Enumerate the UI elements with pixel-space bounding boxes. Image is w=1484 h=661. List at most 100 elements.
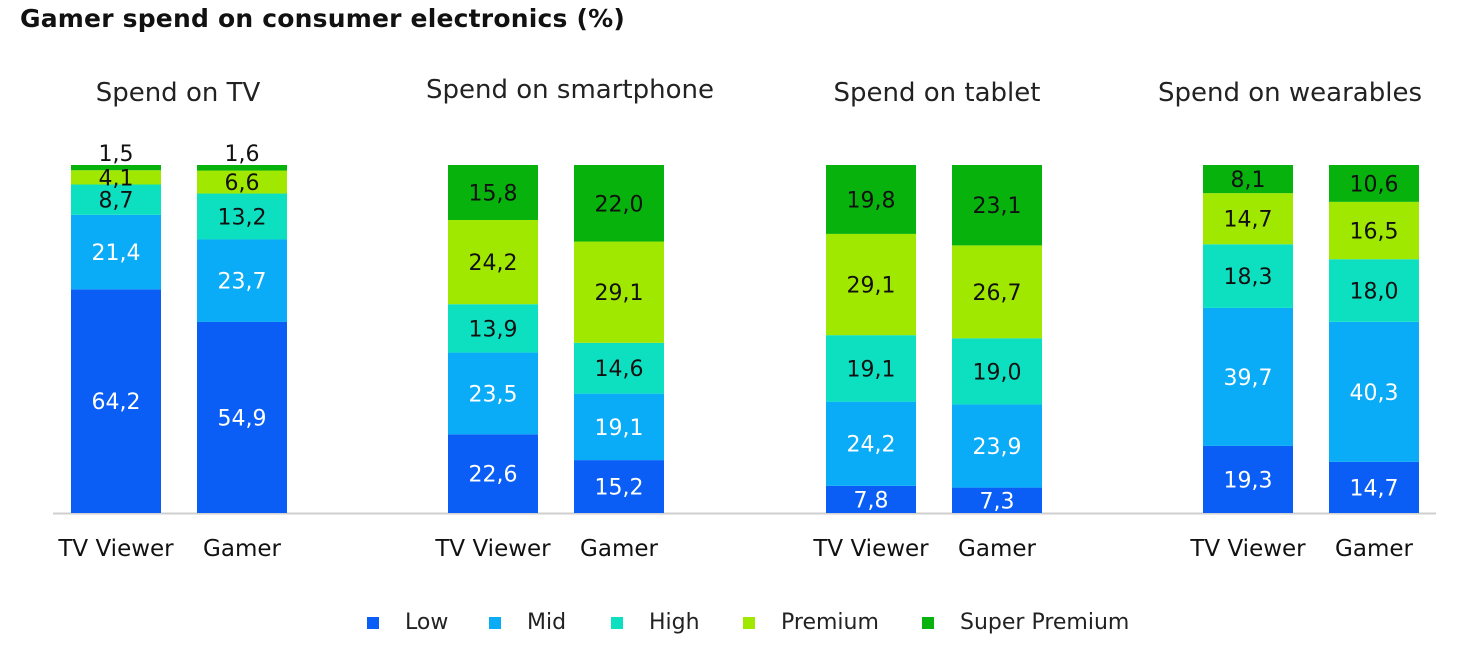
bar-segment-tv-gamer-high <box>197 193 287 240</box>
legend-label-low: Low <box>405 610 449 635</box>
data-label-tablet-tv-viewer-premium: 29,1 <box>847 274 896 299</box>
bar-segment-tv-gamer-mid <box>197 239 287 322</box>
bar-segment-tablet-tv-viewer-high <box>826 335 916 402</box>
bar-segment-smartphone-tv-viewer-mid <box>448 352 538 435</box>
data-label-tv-gamer-high: 13,2 <box>218 206 267 231</box>
bar-segment-wearables-tv-viewer-low <box>1203 445 1293 513</box>
bar-segment-wearables-gamer-low <box>1329 461 1419 513</box>
legend-swatch-low <box>367 616 379 629</box>
bar-segment-wearables-tv-viewer-premium <box>1203 193 1293 245</box>
bar-segment-tablet-tv-viewer-premium <box>826 233 916 336</box>
category-label-tablet-gamer: Gamer <box>958 536 1036 562</box>
bar-segment-wearables-gamer-super-premium <box>1329 165 1419 202</box>
category-label-wearables-gamer: Gamer <box>1335 536 1413 562</box>
legend-swatch-high <box>611 616 623 629</box>
data-label-wearables-tv-viewer-high: 18,3 <box>1224 265 1273 290</box>
bar-segment-tv-gamer-super-premium <box>197 165 287 171</box>
data-label-wearables-tv-viewer-premium: 14,7 <box>1224 208 1273 233</box>
data-label-smartphone-gamer-high: 14,6 <box>595 357 644 382</box>
data-label-tv-gamer-low: 54,9 <box>218 406 267 431</box>
category-label-wearables-tv-viewer: TV Viewer <box>1189 536 1306 562</box>
data-label-tv-tv-viewer-premium: 4,1 <box>99 166 134 191</box>
data-label-smartphone-tv-viewer-low: 22,6 <box>469 463 518 488</box>
bar-segment-tablet-gamer-low <box>952 487 1042 513</box>
panel-title-tablet: Spend on tablet <box>834 78 1041 108</box>
data-label-tablet-tv-viewer-high: 19,1 <box>847 357 896 382</box>
data-label-wearables-tv-viewer-low: 19,3 <box>1224 468 1273 493</box>
data-label-wearables-tv-viewer-mid: 39,7 <box>1224 366 1273 391</box>
data-label-smartphone-gamer-low: 15,2 <box>595 476 644 501</box>
data-label-wearables-tv-viewer-super-premium: 8,1 <box>1231 168 1266 193</box>
data-label-tablet-gamer-low: 7,3 <box>980 489 1015 514</box>
bar-segment-smartphone-gamer-super-premium <box>574 165 664 242</box>
bar-segment-tablet-gamer-mid <box>952 404 1042 488</box>
data-label-tablet-tv-viewer-low: 7,8 <box>854 488 889 513</box>
data-label-smartphone-tv-viewer-mid: 23,5 <box>469 382 518 407</box>
bar-segment-wearables-tv-viewer-mid <box>1203 307 1293 446</box>
bar-segment-smartphone-gamer-low <box>574 460 664 513</box>
data-label-tablet-gamer-mid: 23,9 <box>973 435 1022 460</box>
data-label-wearables-gamer-high: 18,0 <box>1350 280 1399 305</box>
bar-segment-tablet-tv-viewer-low <box>826 485 916 513</box>
bar-segment-smartphone-tv-viewer-high <box>448 304 538 353</box>
category-label-tv-tv-viewer: TV Viewer <box>57 536 174 562</box>
data-label-wearables-gamer-super-premium: 10,6 <box>1350 172 1399 197</box>
data-label-tablet-gamer-super-premium: 23,1 <box>973 194 1022 219</box>
bar-segment-tv-gamer-premium <box>197 170 287 194</box>
bar-segment-tablet-gamer-premium <box>952 245 1042 339</box>
bar-segment-tv-gamer-low <box>197 321 287 513</box>
bar-segment-wearables-tv-viewer-super-premium <box>1203 165 1293 194</box>
panel-title-wearables: Spend on wearables <box>1158 78 1422 108</box>
panel-title-smartphone: Spend on smartphone <box>426 75 714 105</box>
data-label-tablet-tv-viewer-mid: 24,2 <box>847 433 896 458</box>
data-label-tablet-gamer-high: 19,0 <box>973 360 1022 385</box>
category-label-tablet-tv-viewer: TV Viewer <box>812 536 929 562</box>
category-label-smartphone-tv-viewer: TV Viewer <box>434 536 551 562</box>
legend-swatch-premium <box>743 616 755 629</box>
category-label-smartphone-gamer: Gamer <box>580 536 658 562</box>
bar-segment-tv-tv-viewer-super-premium <box>71 165 161 171</box>
bar-segment-tablet-tv-viewer-mid <box>826 401 916 486</box>
bar-segment-wearables-gamer-premium <box>1329 201 1419 260</box>
data-label-tv-tv-viewer-mid: 21,4 <box>92 241 141 266</box>
bar-segment-smartphone-gamer-high <box>574 342 664 394</box>
bar-segment-tv-tv-viewer-high <box>71 184 161 215</box>
data-label-tv-tv-viewer-super-premium: 1,5 <box>99 142 134 167</box>
data-label-smartphone-tv-viewer-super-premium: 15,8 <box>469 181 518 206</box>
bar-segment-wearables-tv-viewer-high <box>1203 244 1293 308</box>
legend-swatch-super-premium <box>922 616 934 629</box>
data-label-tv-gamer-mid: 23,7 <box>218 270 267 295</box>
bar-segment-smartphone-gamer-mid <box>574 393 664 461</box>
data-label-smartphone-gamer-premium: 29,1 <box>595 281 644 306</box>
legend-label-premium: Premium <box>781 610 879 635</box>
legend-item-high: High <box>611 610 700 635</box>
bar-segment-smartphone-tv-viewer-low <box>448 434 538 513</box>
legend-swatch-mid <box>489 616 501 629</box>
legend-item-premium: Premium <box>743 610 879 635</box>
bar-segment-tablet-gamer-super-premium <box>952 165 1042 246</box>
legend: Low Mid High Premium Super Premium <box>0 610 1484 640</box>
bar-segment-smartphone-tv-viewer-premium <box>448 219 538 305</box>
data-label-tv-gamer-premium: 6,6 <box>225 171 260 196</box>
category-label-tv-gamer: Gamer <box>203 536 281 562</box>
data-label-tablet-gamer-premium: 26,7 <box>973 281 1022 306</box>
data-label-tv-tv-viewer-low: 64,2 <box>92 390 141 415</box>
bar-segment-wearables-gamer-mid <box>1329 321 1419 462</box>
legend-item-low: Low <box>367 610 448 635</box>
data-label-wearables-gamer-premium: 16,5 <box>1350 220 1399 245</box>
bar-segment-smartphone-tv-viewer-super-premium <box>448 165 538 220</box>
legend-item-super-premium: Super Premium <box>922 610 1129 635</box>
data-label-tablet-tv-viewer-super-premium: 19,8 <box>847 188 896 213</box>
bar-segment-tv-tv-viewer-mid <box>71 214 161 290</box>
bar-segment-wearables-gamer-high <box>1329 259 1419 322</box>
legend-label-high: High <box>649 610 700 635</box>
data-label-tv-tv-viewer-high: 8,7 <box>99 189 134 214</box>
legend-label-super-premium: Super Premium <box>960 610 1130 635</box>
chart-title: Gamer spend on consumer electronics (%) <box>20 4 625 33</box>
panel-title-tv: Spend on TV <box>96 78 261 108</box>
legend-label-mid: Mid <box>527 610 567 635</box>
data-label-smartphone-gamer-mid: 19,1 <box>595 416 644 441</box>
bar-segment-tv-tv-viewer-premium <box>71 170 161 185</box>
data-label-wearables-gamer-mid: 40,3 <box>1350 381 1399 406</box>
bar-segment-tv-tv-viewer-low <box>71 289 161 513</box>
